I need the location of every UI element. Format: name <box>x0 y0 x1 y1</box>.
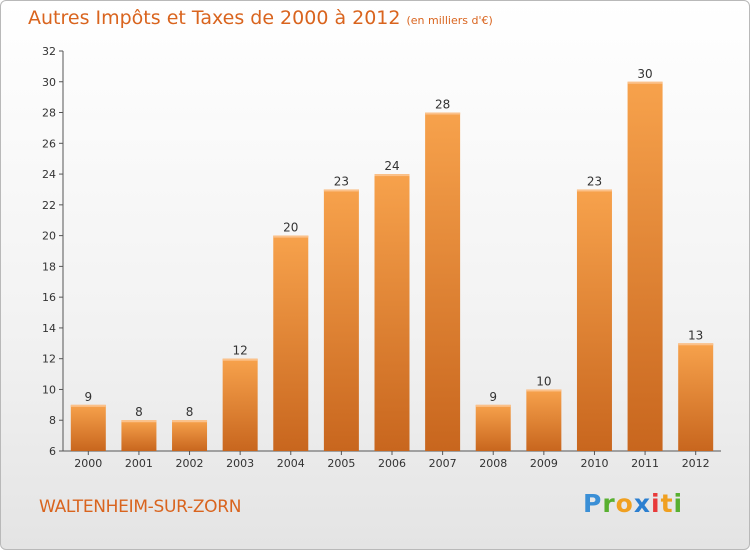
bar-highlight <box>222 358 258 361</box>
x-tick-label: 2007 <box>429 457 457 470</box>
y-tick-label: 6 <box>49 445 56 458</box>
bar <box>70 404 106 451</box>
bar <box>576 189 612 451</box>
y-tick-label: 24 <box>42 168 56 181</box>
y-tick-label: 22 <box>42 199 56 212</box>
bar-value-label: 9 <box>84 390 92 404</box>
bar-value-label: 24 <box>384 159 399 173</box>
bar-value-label: 23 <box>587 174 602 188</box>
bar <box>425 112 461 452</box>
bar-value-label: 28 <box>435 98 450 112</box>
proxiti-logo: Proxiti <box>583 489 684 518</box>
bar-value-label: 23 <box>334 174 349 188</box>
y-tick-label: 32 <box>42 45 56 58</box>
chart-subtitle: (en milliers d'€) <box>406 14 493 27</box>
data-labels: 9 8 8 12 20 23 24 28 9 10 23 30 13 <box>84 67 703 419</box>
y-tick-label: 12 <box>42 353 56 366</box>
x-tick-label: 2001 <box>125 457 153 470</box>
bar-highlight <box>475 404 511 407</box>
x-tick-label: 2011 <box>631 457 659 470</box>
x-tick-label: 2012 <box>682 457 710 470</box>
x-tick-label: 2005 <box>327 457 355 470</box>
bar <box>374 174 410 452</box>
bar <box>526 389 562 451</box>
bar-value-label: 20 <box>283 221 298 235</box>
y-tick-label: 16 <box>42 291 56 304</box>
y-tick-label: 20 <box>42 230 56 243</box>
x-tick-label: 2008 <box>479 457 507 470</box>
bar-highlight <box>323 189 359 192</box>
y-tick-label: 26 <box>42 137 56 150</box>
x-tick-label: 2000 <box>74 457 102 470</box>
chart-title: Autres Impôts et Taxes de 2000 à 2012 (en… <box>28 7 493 29</box>
bar-highlight <box>374 174 410 177</box>
bar-value-label: 10 <box>536 374 551 388</box>
bar-highlight <box>70 404 106 407</box>
y-tick-label: 14 <box>42 322 56 335</box>
bar-value-label: 8 <box>186 405 194 419</box>
bar-value-label: 8 <box>135 405 143 419</box>
bar-highlight <box>627 81 663 84</box>
x-tick-label: 2003 <box>226 457 254 470</box>
chart-title-text: Autres Impôts et Taxes de 2000 à 2012 <box>28 7 401 29</box>
x-tick-label: 2004 <box>277 457 305 470</box>
bar <box>222 358 258 451</box>
bar-highlight <box>526 389 562 392</box>
y-tick-label: 8 <box>49 414 56 427</box>
bar-highlight <box>273 235 309 238</box>
bar <box>475 404 511 451</box>
y-tick-label: 18 <box>42 260 56 273</box>
town-name: WALTENHEIM-SUR-ZORN <box>39 497 242 517</box>
bar <box>323 189 359 451</box>
x-tick-label: 2010 <box>580 457 608 470</box>
bar-value-label: 30 <box>637 67 652 81</box>
y-tick-label: 30 <box>42 76 56 89</box>
x-tick-label: 2009 <box>530 457 558 470</box>
bar-highlight <box>425 112 461 115</box>
bar-highlight <box>121 420 157 423</box>
bar-highlight <box>172 420 208 423</box>
bar-highlight <box>576 189 612 192</box>
bar <box>172 420 208 451</box>
bar <box>273 235 309 451</box>
bar <box>678 343 714 451</box>
bar-value-label: 12 <box>233 344 248 358</box>
bar <box>121 420 157 451</box>
bar-value-label: 13 <box>688 328 703 342</box>
bar <box>627 81 663 452</box>
y-tick-label: 10 <box>42 383 56 396</box>
y-tick-label: 28 <box>42 107 56 120</box>
bar-highlight <box>678 343 714 346</box>
x-tick-label: 2002 <box>176 457 204 470</box>
x-tick-label: 2006 <box>378 457 406 470</box>
bars <box>70 81 714 452</box>
bar-value-label: 9 <box>489 390 497 404</box>
